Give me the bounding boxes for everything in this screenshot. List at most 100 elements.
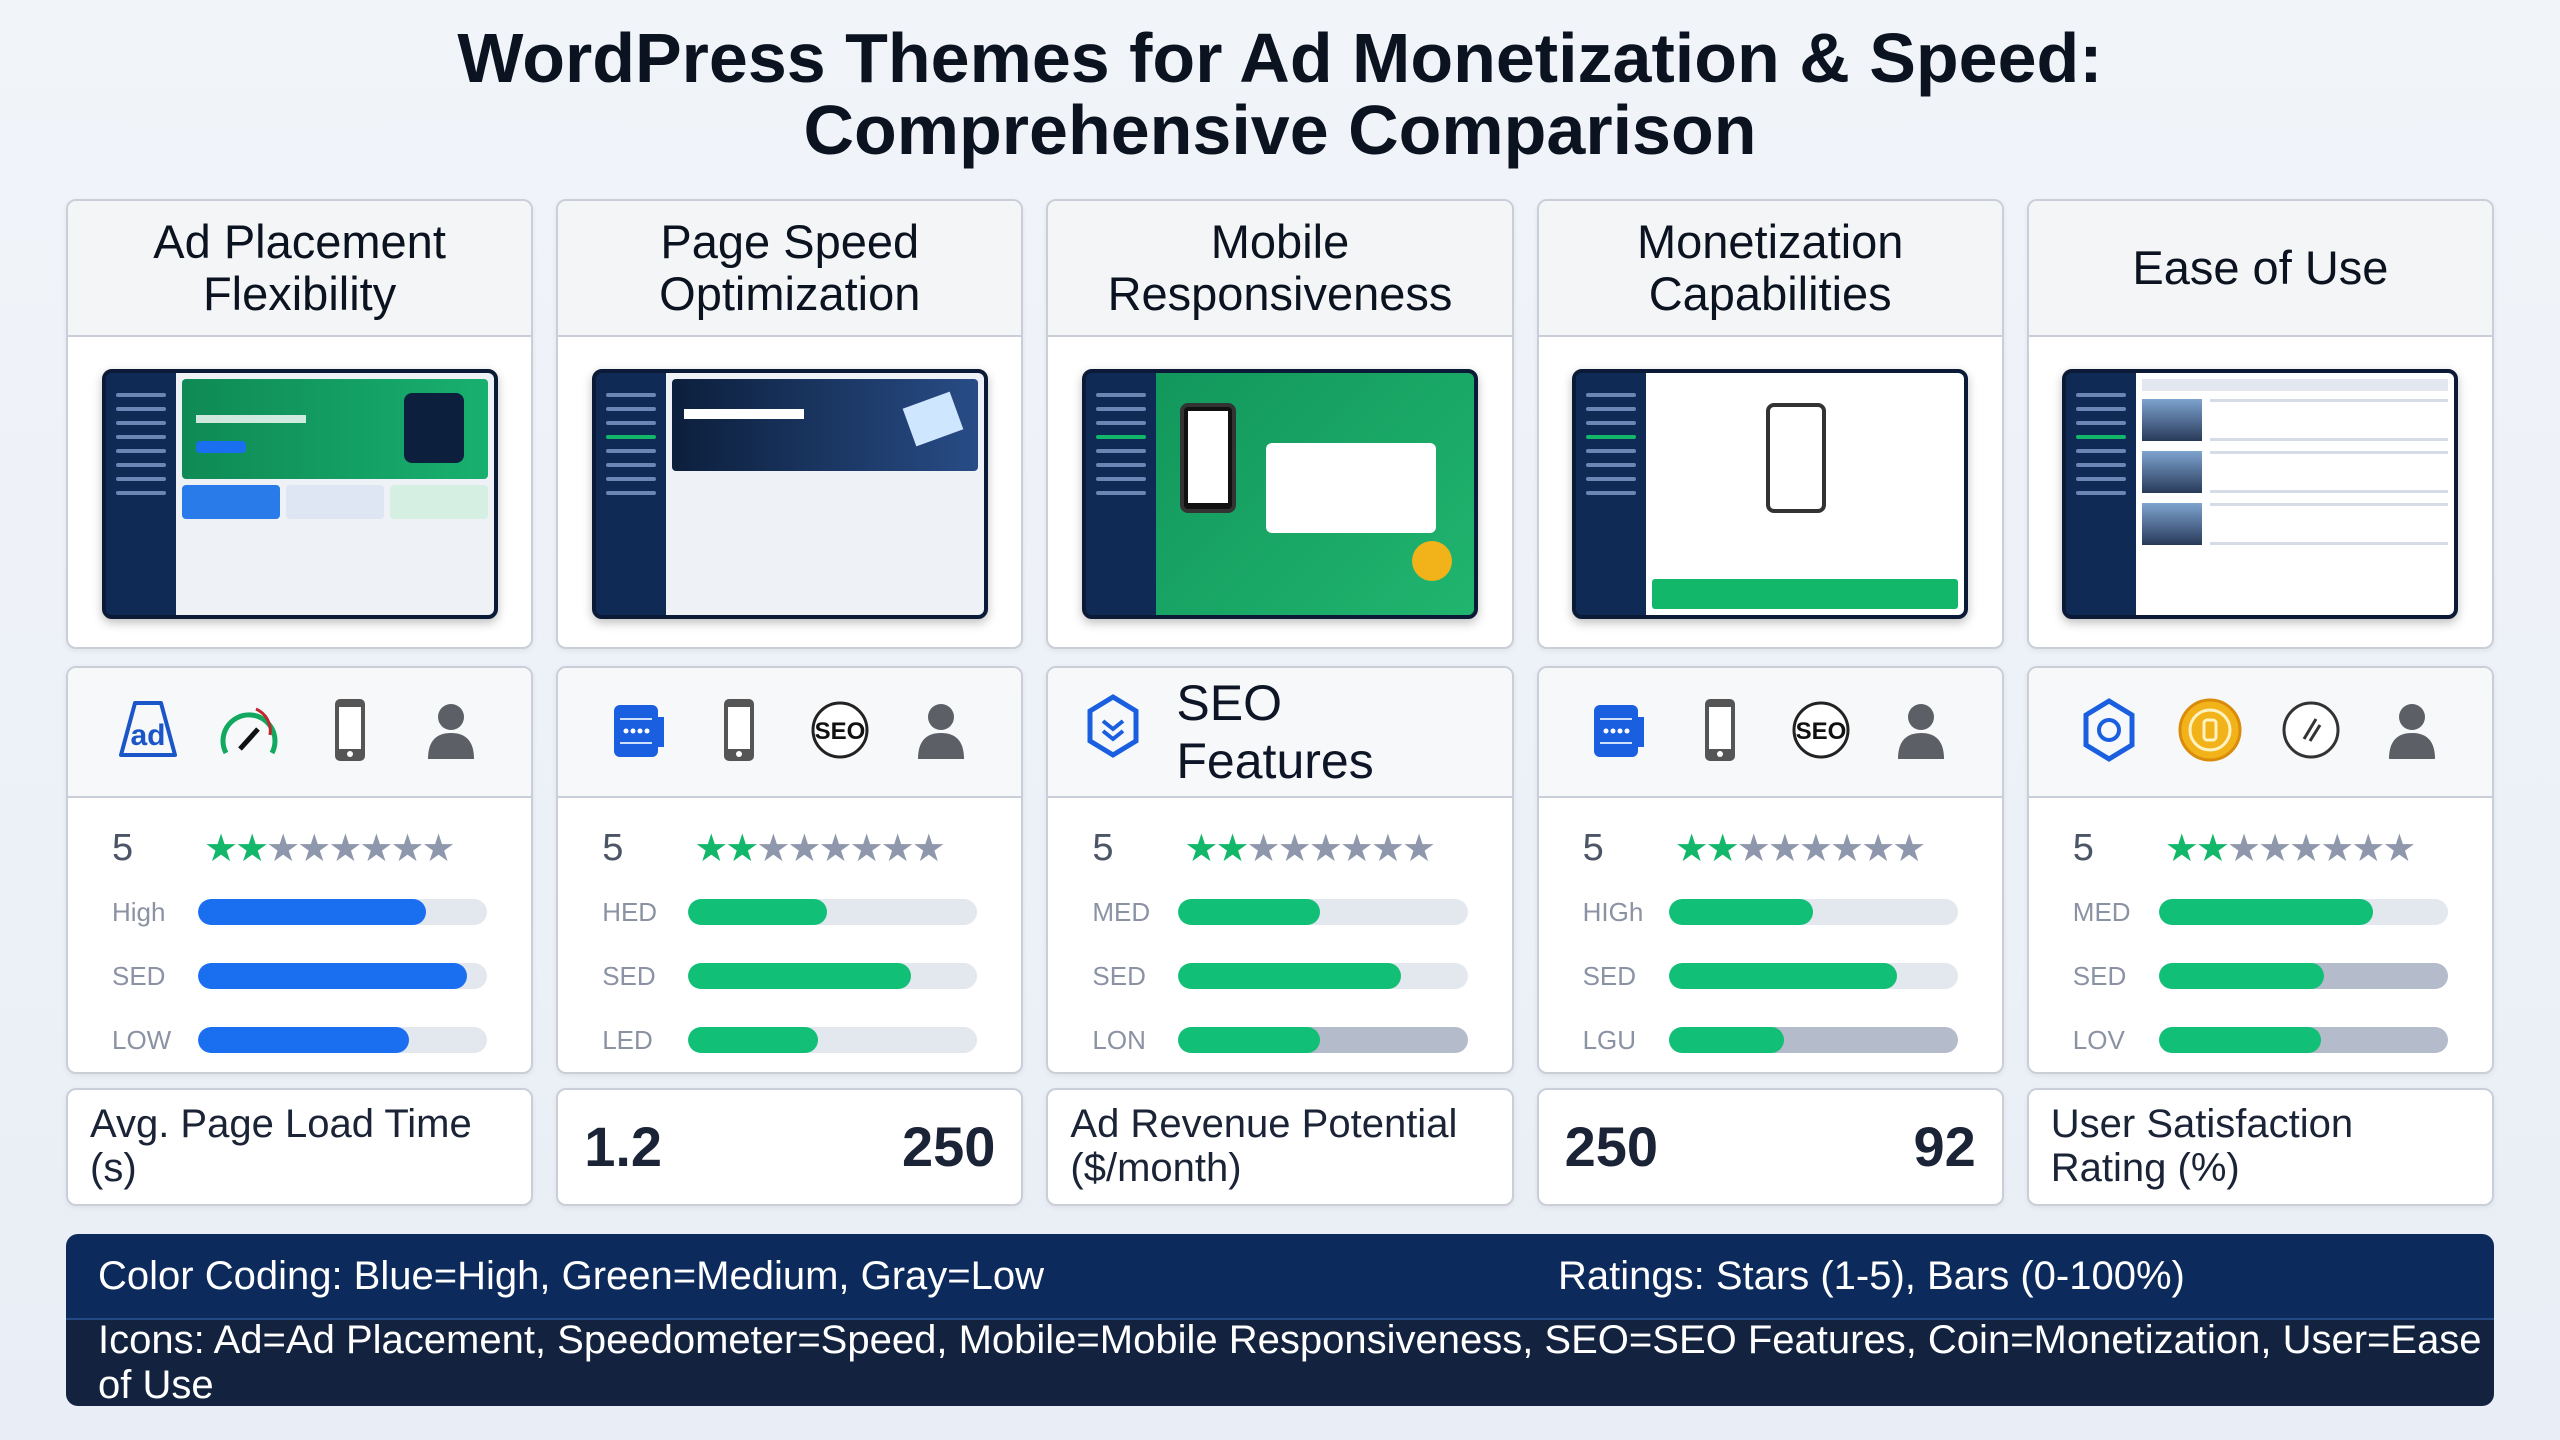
bar-row: MED bbox=[2073, 880, 2448, 944]
star-rating-row: 5 ★★★★★★★★ bbox=[1092, 816, 1467, 880]
bar-label: SED bbox=[1582, 960, 1637, 991]
screenshot-content bbox=[1646, 373, 1965, 615]
category-title: Mobile Responsiveness bbox=[1048, 201, 1512, 337]
star-empty-icon: ★ bbox=[2351, 827, 2385, 870]
star-filled-icon: ★ bbox=[2195, 827, 2230, 870]
star-filled-icon: ★ bbox=[1705, 827, 1740, 870]
bar-label: MED bbox=[2072, 896, 2131, 927]
bar-fill bbox=[688, 1027, 819, 1053]
star-filled-icon: ★ bbox=[235, 827, 269, 870]
bar-label: SED bbox=[112, 960, 166, 991]
star-rating: ★★★★★★★★ bbox=[1184, 826, 1436, 871]
icons-legend: Icons: Ad=Ad Placement, Speedometer=Spee… bbox=[98, 1318, 2482, 1406]
star-empty-icon: ★ bbox=[1736, 827, 1771, 870]
svg-text:SEO: SEO bbox=[1795, 718, 1846, 745]
bar-track bbox=[198, 899, 488, 925]
screenshot-sidebar bbox=[595, 373, 666, 615]
stats-panel: 5 ★★★★★★★★ High SED LOW bbox=[68, 798, 531, 1072]
bar-row: SED bbox=[1092, 944, 1468, 1008]
star-empty-icon: ★ bbox=[1861, 827, 1895, 870]
bar-track bbox=[2158, 1027, 2448, 1053]
bar-row: SED bbox=[2073, 944, 2448, 1008]
bar-fill bbox=[198, 963, 467, 989]
bar-fill bbox=[2158, 963, 2324, 989]
bar-row: LON bbox=[1092, 1008, 1468, 1072]
ad-icon: ad bbox=[113, 695, 183, 770]
star-empty-icon: ★ bbox=[2258, 827, 2292, 870]
category-card: Monetization Capabilities bbox=[1536, 199, 2004, 649]
bar-label: HED bbox=[602, 896, 658, 927]
star-filled-icon: ★ bbox=[725, 827, 759, 870]
circle-slash-icon bbox=[2276, 695, 2346, 770]
rating-value: 5 bbox=[1092, 826, 1114, 869]
star-rating: ★★★★★★★★ bbox=[1675, 826, 1927, 871]
bar-fill bbox=[1668, 963, 1898, 989]
rating-card: 5 ★★★★★★★★ MED SED LOV bbox=[2026, 666, 2494, 1074]
mobile-icon bbox=[704, 695, 774, 770]
star-empty-icon: ★ bbox=[1308, 827, 1343, 870]
bar-track bbox=[1668, 1027, 1958, 1053]
shield-icon bbox=[1078, 691, 1148, 773]
bar-label: LOV bbox=[2072, 1024, 2125, 1055]
screenshot-sidebar bbox=[105, 373, 176, 615]
star-empty-icon: ★ bbox=[266, 827, 300, 870]
star-rating-row: 5 ★★★★★★★★ bbox=[2073, 816, 2448, 880]
category-card: Mobile Responsiveness bbox=[1046, 199, 1514, 649]
title-line-2: Comprehensive Comparison bbox=[803, 91, 1757, 169]
bar-label: HIGh bbox=[1582, 896, 1644, 927]
stats-panel: 5 ★★★★★★★★ MED SED LON bbox=[1048, 798, 1511, 1072]
bar-row: SED bbox=[1583, 944, 1958, 1008]
theme-screenshot bbox=[1572, 369, 1969, 619]
star-empty-icon: ★ bbox=[787, 827, 821, 870]
title-line-1: WordPress Themes for Ad Monetization & S… bbox=[457, 19, 2103, 97]
metric-card: Avg. Page Load Time (s) bbox=[66, 1088, 534, 1206]
metric-label: User Satisfaction Rating (%) bbox=[2050, 1102, 2354, 1190]
metric-values: 1.2 250 bbox=[580, 1102, 999, 1192]
category-title: Monetization Capabilities bbox=[1538, 201, 2002, 337]
bar-row: SED bbox=[112, 944, 488, 1008]
screenshot-content bbox=[665, 373, 984, 615]
category-card: Ease of Use bbox=[2026, 199, 2494, 649]
metric-value-right: 250 bbox=[901, 1115, 996, 1178]
bar-track bbox=[1178, 1027, 1468, 1053]
ratings-legend: Ratings: Stars (1-5), Bars (0-100%) bbox=[1558, 1253, 2185, 1298]
seo-features-text: SEO Features bbox=[1176, 675, 1374, 789]
star-empty-icon: ★ bbox=[756, 827, 790, 870]
bar-track bbox=[688, 1027, 978, 1053]
theme-screenshot bbox=[1081, 369, 1478, 619]
seo-features-label: SEO Features bbox=[1078, 674, 1481, 790]
bar-label: SED bbox=[2072, 960, 2127, 991]
bar-track bbox=[2158, 963, 2448, 989]
bar-fill bbox=[688, 899, 827, 925]
rating-card: ad 5 ★★★★★★★★ High SED LOW bbox=[66, 666, 534, 1074]
star-rating: ★★★★★★★★ bbox=[204, 826, 456, 871]
rating-row: ad 5 ★★★★★★★★ High SED LOW SEO 5 ★★★★★★★★ HED SED L… bbox=[66, 666, 2494, 1074]
bar-track bbox=[688, 963, 978, 989]
metric-value-left: 250 bbox=[1564, 1115, 1659, 1178]
rating-card: SEO 5 ★★★★★★★★ HED SED LED bbox=[556, 666, 1024, 1074]
category-title: Page Speed Optimization bbox=[558, 201, 1022, 337]
star-filled-icon: ★ bbox=[204, 827, 238, 870]
star-rating-row: 5 ★★★★★★★★ bbox=[1583, 816, 1958, 880]
stats-panel: 5 ★★★★★★★★ HIGh SED LGU bbox=[1539, 798, 2002, 1072]
bar-row: HIGh bbox=[1583, 880, 1958, 944]
speedometer-icon bbox=[214, 695, 284, 770]
rating-value: 5 bbox=[2072, 826, 2094, 869]
category-card: Ad Placement Flexibility bbox=[66, 199, 534, 649]
star-empty-icon: ★ bbox=[1339, 827, 1374, 870]
star-rating: ★★★★★★★★ bbox=[694, 826, 946, 871]
star-filled-icon: ★ bbox=[694, 827, 728, 870]
rating-value: 5 bbox=[602, 826, 624, 869]
screenshot-sidebar bbox=[2066, 373, 2137, 615]
star-empty-icon: ★ bbox=[390, 827, 424, 870]
metric-label: Avg. Page Load Time (s) bbox=[90, 1102, 472, 1190]
metric-value-left: 1.2 bbox=[584, 1115, 663, 1178]
icon-row bbox=[2028, 668, 2492, 798]
rating-value: 5 bbox=[1582, 826, 1604, 869]
star-empty-icon: ★ bbox=[297, 827, 331, 870]
metric-card: 1.2 250 bbox=[556, 1088, 1024, 1206]
bar-fill bbox=[1178, 963, 1402, 989]
bar-track bbox=[198, 963, 488, 989]
icon-row: SEO bbox=[1538, 668, 2002, 798]
star-empty-icon: ★ bbox=[1829, 827, 1864, 870]
